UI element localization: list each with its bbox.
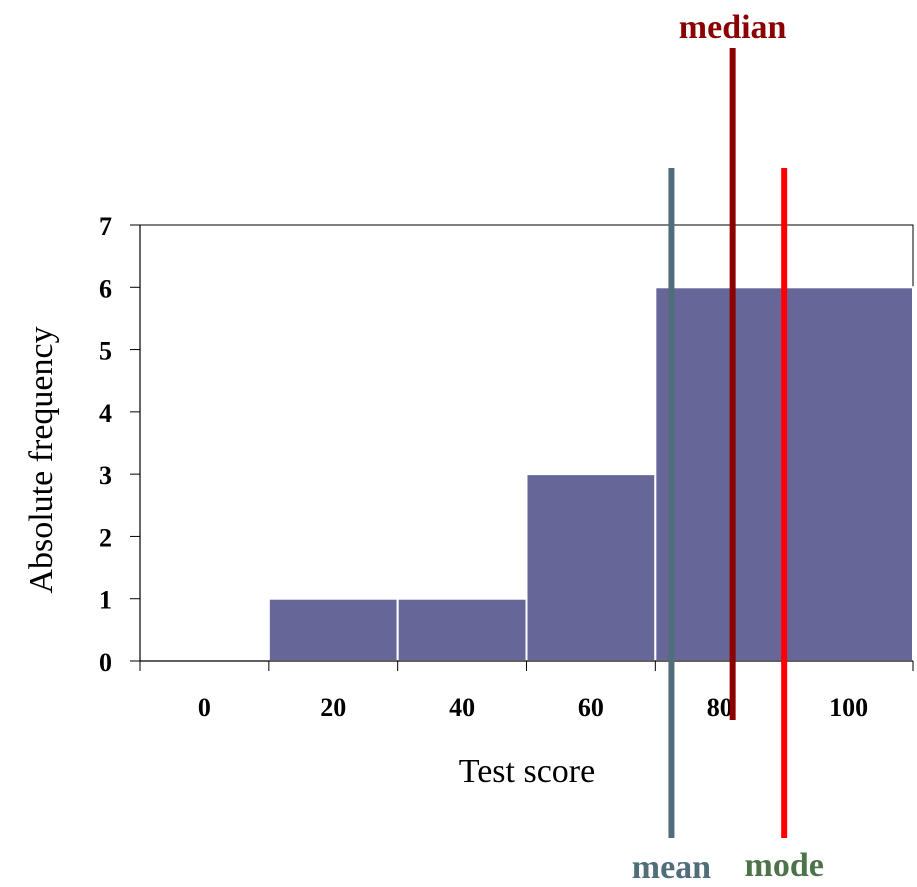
y-tick-label-2: 2 — [99, 523, 112, 552]
y-tick-label-0: 0 — [99, 648, 112, 677]
bar-80 — [654, 286, 786, 662]
median-label: median — [679, 9, 787, 46]
x-tick-label-20: 20 — [320, 693, 346, 722]
mean-label: mean — [632, 849, 711, 882]
x-tick-label-0: 0 — [198, 693, 211, 722]
y-tick-label-6: 6 — [99, 274, 112, 303]
x-tick-label-80: 80 — [707, 693, 733, 722]
bar-40 — [396, 597, 528, 663]
y-axis-title: Absolute frequency — [23, 326, 60, 593]
bar-100 — [783, 286, 915, 662]
x-tick-label-40: 40 — [449, 693, 475, 722]
bar-60 — [525, 473, 657, 662]
y-tick-label-5: 5 — [99, 337, 112, 366]
mode-label: mode — [745, 847, 824, 882]
y-tick-label-7: 7 — [99, 212, 112, 241]
y-tick-label-1: 1 — [99, 586, 112, 615]
x-tick-label-100: 100 — [829, 693, 868, 722]
labels-layer: 0 1 2 3 4 5 6 7 0 20 40 60 80 100 — [99, 212, 868, 722]
markers-layer: median mean mode — [632, 9, 824, 886]
bars-layer — [267, 286, 915, 663]
y-tick-label-4: 4 — [99, 399, 112, 428]
bar-20 — [267, 597, 399, 663]
x-tick-label-60: 60 — [578, 693, 604, 722]
y-tick-label-3: 3 — [99, 461, 112, 490]
x-axis-title: Test score — [459, 753, 595, 790]
